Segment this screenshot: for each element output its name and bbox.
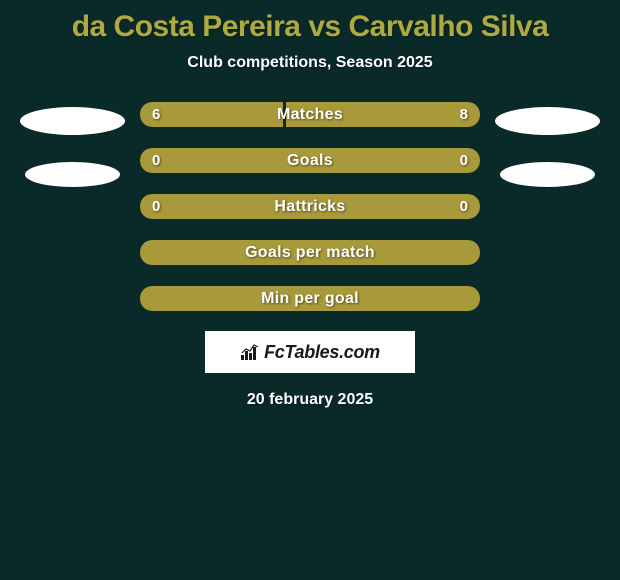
stat-label-hattricks: Hattricks (274, 198, 345, 216)
player1-avatar (20, 107, 125, 135)
stat-value-left-matches: 6 (152, 106, 160, 123)
player1-avatar-secondary (25, 162, 120, 187)
left-avatar-column (20, 102, 125, 187)
stat-label-mpg: Min per goal (261, 290, 359, 308)
right-avatar-column (495, 102, 600, 187)
stat-row-goals: 0 Goals 0 (140, 148, 480, 173)
player2-avatar-secondary (500, 162, 595, 187)
stat-row-gpm: Goals per match (140, 240, 480, 265)
stat-value-left-hattricks: 0 (152, 198, 160, 215)
stat-row-hattricks: 0 Hattricks 0 (140, 194, 480, 219)
stats-bars-column: 6 Matches 8 0 Goals 0 0 Hattricks 0 Goal… (140, 102, 480, 311)
stat-value-right-goals: 0 (460, 152, 468, 169)
stat-value-right-matches: 8 (460, 106, 468, 123)
stat-value-right-hattricks: 0 (460, 198, 468, 215)
stats-area: 6 Matches 8 0 Goals 0 0 Hattricks 0 Goal… (0, 102, 620, 311)
date-text: 20 february 2025 (247, 391, 373, 409)
stat-label-gpm: Goals per match (245, 244, 375, 262)
stat-bar-left-matches (140, 102, 283, 127)
page-title: da Costa Pereira vs Carvalho Silva (72, 10, 549, 44)
chart-icon (240, 343, 260, 361)
logo-text: FcTables.com (264, 342, 380, 363)
stat-label-goals: Goals (287, 152, 333, 170)
stat-row-matches: 6 Matches 8 (140, 102, 480, 127)
stat-value-left-goals: 0 (152, 152, 160, 169)
subtitle: Club competitions, Season 2025 (187, 54, 432, 72)
player2-avatar (495, 107, 600, 135)
logo-box: FcTables.com (205, 331, 415, 373)
main-container: da Costa Pereira vs Carvalho Silva Club … (0, 0, 620, 409)
stat-row-mpg: Min per goal (140, 286, 480, 311)
stat-label-matches: Matches (277, 106, 343, 124)
